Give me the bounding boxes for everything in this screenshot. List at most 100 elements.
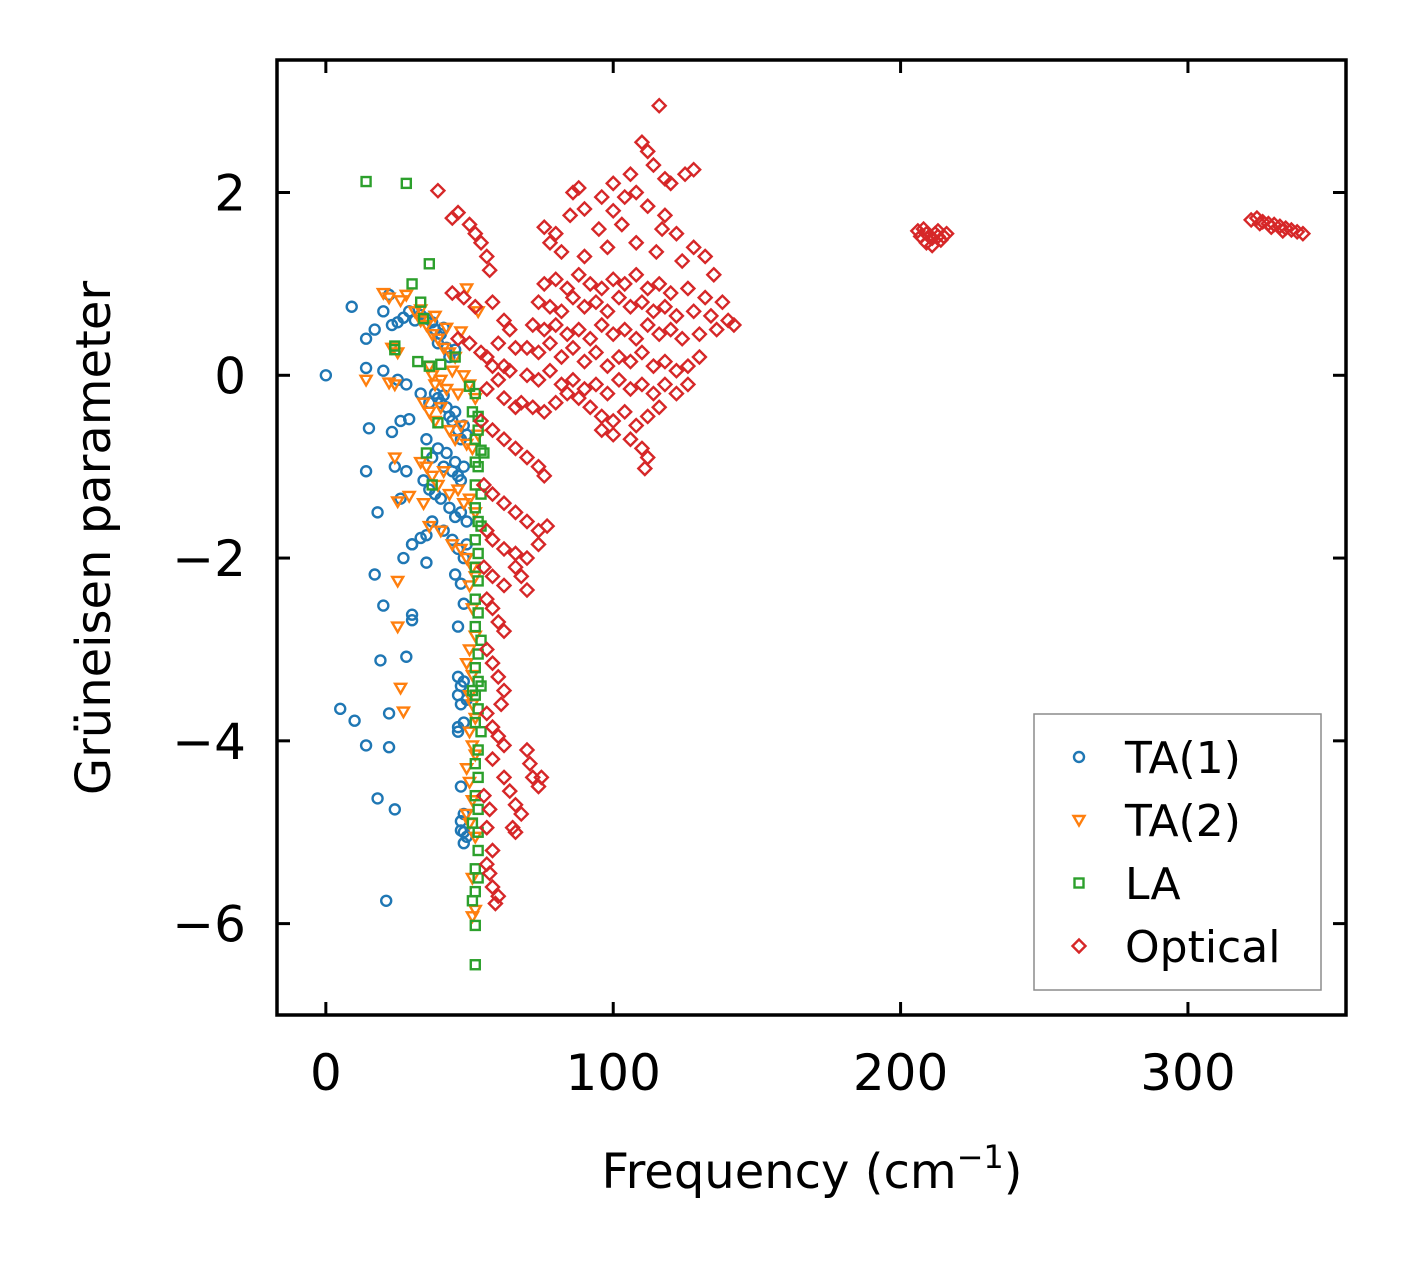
data-point (530, 458, 547, 475)
data-point (656, 298, 674, 315)
data-point (444, 284, 461, 302)
data-point (387, 379, 403, 393)
data-point (599, 303, 616, 320)
data-point (444, 365, 460, 379)
data-point (420, 447, 433, 459)
series-optical (429, 97, 1312, 912)
data-point (414, 387, 427, 400)
data-point (590, 220, 608, 238)
data-point (518, 367, 536, 384)
data-point (616, 188, 633, 206)
data-point (478, 248, 495, 265)
data-point (593, 421, 610, 439)
data-point (472, 460, 484, 473)
data-point (371, 506, 384, 519)
data-point (605, 426, 622, 443)
data-point (490, 887, 507, 905)
data-point (541, 362, 559, 379)
data-point (420, 556, 433, 569)
data-point (653, 220, 671, 238)
data-point (472, 826, 484, 838)
data-point (415, 397, 432, 411)
data-point (662, 321, 679, 338)
data-point (610, 371, 628, 389)
data-point (650, 275, 668, 293)
data-point (576, 200, 593, 218)
data-point (685, 239, 702, 256)
data-point (481, 801, 498, 818)
data-point (467, 298, 484, 315)
data-point (359, 332, 373, 345)
data-point (524, 399, 541, 416)
data-point (533, 769, 550, 786)
y-tick-label: −6 (172, 896, 246, 954)
data-point (605, 175, 622, 192)
data-point (450, 484, 466, 498)
data-point (613, 216, 631, 233)
data-point (714, 293, 731, 311)
data-point (469, 561, 481, 573)
data-point (475, 559, 493, 576)
data-point (319, 369, 333, 382)
data-point (427, 379, 443, 393)
data-point (492, 696, 510, 713)
data-point (469, 959, 481, 971)
data-point (377, 305, 390, 318)
data-point (541, 234, 559, 251)
data-point (536, 467, 553, 485)
data-point (518, 549, 536, 567)
data-point (414, 296, 427, 308)
data-point (536, 219, 553, 236)
data-point (909, 222, 927, 240)
y-tick-label: 0 (214, 347, 246, 405)
data-point (559, 280, 576, 297)
data-point (475, 787, 493, 804)
data-point (389, 343, 401, 356)
x-axis-label: Frequency (cm−1) (601, 1138, 1022, 1200)
data-point (490, 728, 507, 745)
data-point (564, 339, 582, 357)
data-point (673, 330, 691, 347)
data-point (377, 599, 390, 612)
data-point (639, 198, 656, 215)
data-point (457, 460, 470, 473)
data-point (530, 536, 547, 553)
data-point (448, 405, 462, 419)
data-point (490, 668, 507, 686)
data-point (564, 289, 582, 306)
data-point (415, 498, 432, 512)
data-point (459, 657, 475, 672)
data-point (469, 789, 481, 802)
data-point (461, 216, 478, 233)
data-point (435, 358, 447, 371)
legend-marker (1070, 937, 1088, 955)
series-ta-1 (319, 288, 473, 907)
data-point (466, 817, 479, 829)
data-point (656, 207, 674, 224)
data-point (530, 522, 547, 539)
data-point (433, 402, 449, 416)
data-point (453, 543, 469, 557)
data-point (599, 239, 616, 256)
data-point (436, 466, 452, 480)
data-point (530, 293, 547, 311)
data-point (412, 355, 424, 368)
data-point (484, 878, 501, 896)
data-point (668, 225, 685, 242)
data-point (518, 449, 536, 466)
data-point (605, 202, 622, 219)
data-point (696, 248, 714, 265)
data-point (553, 243, 570, 261)
data-point (427, 310, 443, 324)
legend-item: Optical (1070, 922, 1280, 973)
data-point (459, 552, 475, 566)
data-point (702, 307, 720, 325)
data-point (490, 613, 507, 631)
data-point (456, 498, 472, 512)
data-point (421, 520, 437, 534)
data-point (484, 293, 501, 311)
legend-label: LA (1125, 859, 1181, 910)
data-point (547, 316, 564, 334)
data-point (633, 293, 651, 311)
data-point (553, 303, 570, 320)
